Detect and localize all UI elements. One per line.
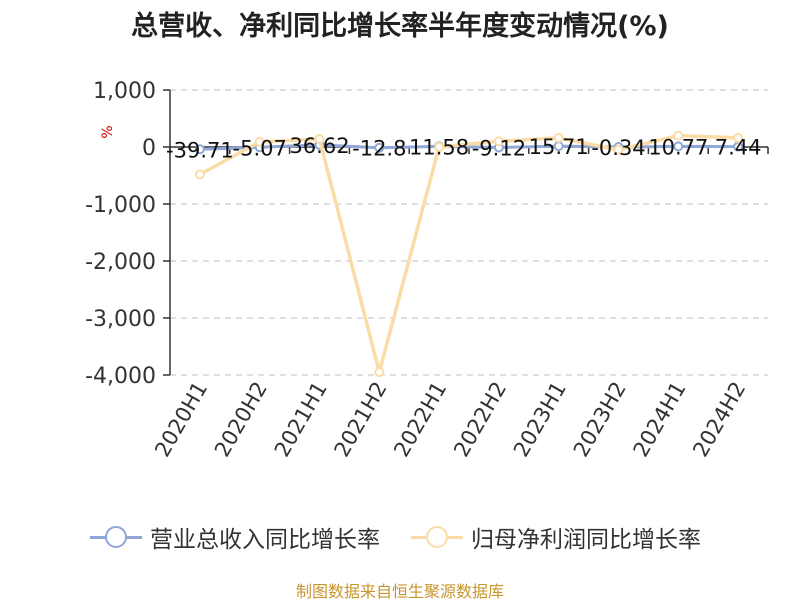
data-label: -9.12 bbox=[472, 137, 526, 161]
series-line bbox=[199, 133, 739, 374]
x-tick-label: 2022H1 bbox=[389, 377, 451, 461]
data-point bbox=[733, 132, 744, 143]
data-label: -39.71 bbox=[166, 138, 234, 162]
legend-item-revenue[interactable]: 营业总收入同比增长率 bbox=[90, 519, 380, 555]
x-tick-label: 2023H1 bbox=[509, 378, 571, 462]
legend-label: 归母净利润同比增长率 bbox=[471, 527, 701, 553]
data-point bbox=[613, 144, 624, 155]
legend-line-marker-icon bbox=[411, 519, 463, 555]
data-label: -5.07 bbox=[233, 136, 287, 160]
data-point bbox=[194, 144, 205, 155]
y-tick-label: -3,000 bbox=[85, 307, 156, 332]
data-label: 11.58 bbox=[409, 135, 469, 159]
x-tick-label: 2021H2 bbox=[330, 378, 392, 462]
x-tick-label: 2024H2 bbox=[688, 378, 750, 462]
x-tick-label: 2020H1 bbox=[150, 378, 212, 462]
x-tick-label: 2020H2 bbox=[210, 378, 272, 462]
data-point bbox=[314, 134, 325, 145]
data-label: 7.44 bbox=[715, 136, 762, 160]
legend-line-marker-icon bbox=[90, 519, 142, 555]
data-label: 36.62 bbox=[289, 134, 349, 158]
y-tick-label: -2,000 bbox=[85, 250, 156, 275]
x-tick-label: 2023H2 bbox=[569, 378, 631, 462]
series-line bbox=[199, 143, 739, 151]
data-point bbox=[374, 367, 385, 378]
y-tick-label: 1,000 bbox=[93, 79, 156, 104]
x-tick-label: 2024H1 bbox=[629, 378, 691, 462]
y-tick-label: -4,000 bbox=[85, 364, 156, 389]
data-point bbox=[194, 169, 205, 180]
chart-title: 总营收、净利同比增长率半年度变动情况(%) bbox=[131, 11, 669, 42]
legend-label: 营业总收入同比增长率 bbox=[150, 527, 380, 553]
y-axis-unit-label: % bbox=[100, 125, 116, 138]
y-tick-label: 0 bbox=[142, 136, 156, 161]
data-point bbox=[673, 130, 684, 141]
data-label: 10.77 bbox=[648, 135, 708, 159]
data-labels: -39.71-5.07 36.62 -12.8 11.58 -9.12 15.71 -0.3… bbox=[166, 134, 761, 162]
data-point bbox=[553, 132, 564, 143]
x-tick-label: 2022H2 bbox=[449, 378, 511, 462]
data-label: 15.71 bbox=[529, 135, 589, 159]
data-point bbox=[374, 142, 385, 153]
series bbox=[194, 130, 744, 378]
data-label: -0.34 bbox=[591, 136, 645, 160]
data-point bbox=[254, 136, 265, 147]
x-tick-label: 2021H1 bbox=[270, 378, 332, 462]
source-note: 制图数据来自恒生聚源数据库 bbox=[295, 582, 504, 601]
data-label: -12.8 bbox=[352, 137, 406, 161]
data-point bbox=[673, 141, 684, 152]
data-point bbox=[493, 136, 504, 147]
data-point bbox=[434, 142, 445, 152]
legend-item-net-profit[interactable]: 归母净利润同比增长率 bbox=[411, 519, 701, 555]
y-tick-label: -1,000 bbox=[85, 193, 156, 218]
